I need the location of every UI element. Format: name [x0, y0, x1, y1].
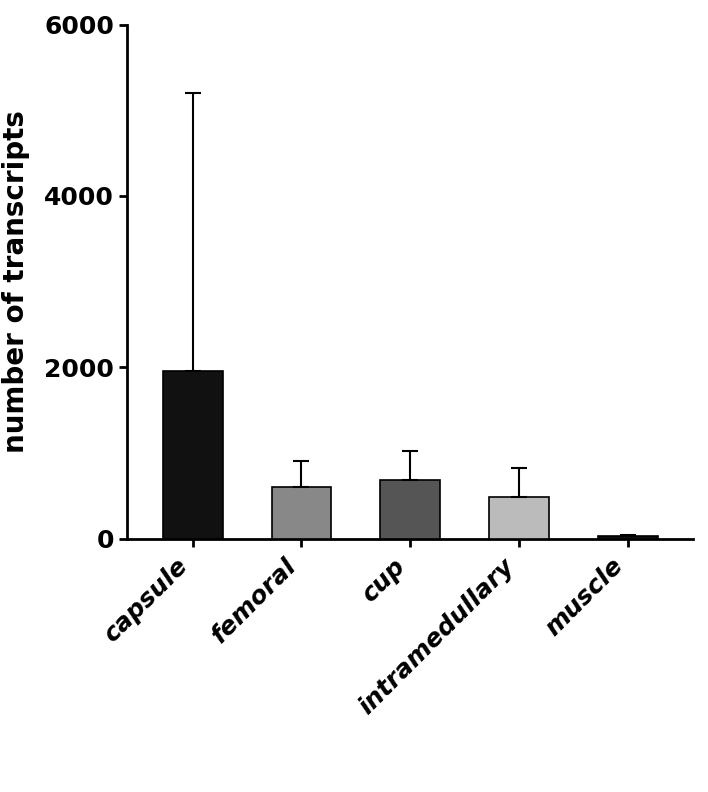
- Bar: [489, 497, 549, 539]
- Bar: [163, 371, 222, 539]
- Bar: [598, 536, 658, 539]
- Y-axis label: number of transcripts: number of transcripts: [3, 110, 30, 453]
- Bar: [272, 487, 331, 539]
- Bar: [380, 480, 440, 539]
